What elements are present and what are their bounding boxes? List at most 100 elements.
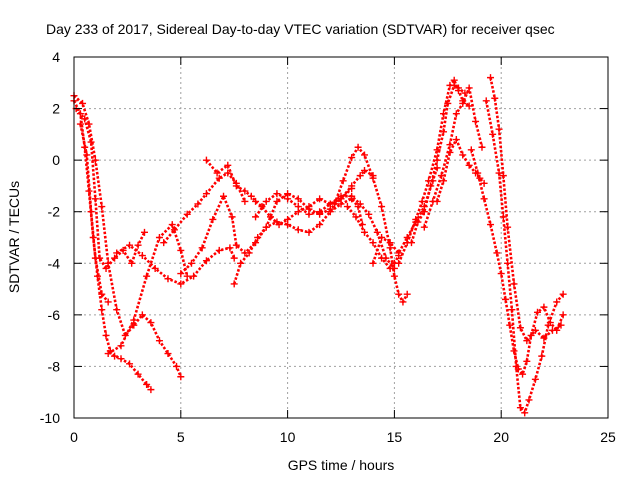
data-point-marker	[209, 215, 217, 223]
data-point-marker	[499, 213, 507, 221]
data-point-marker	[446, 141, 454, 149]
data-point-marker	[294, 195, 302, 203]
x-tick-label: 15	[387, 429, 403, 445]
data-point-marker	[273, 218, 281, 226]
data-point-marker	[237, 259, 245, 267]
data-point-marker	[104, 350, 112, 358]
data-point-marker	[232, 241, 240, 249]
data-point-marker	[202, 257, 210, 265]
x-tick-label: 25	[600, 429, 616, 445]
data-point-marker	[111, 254, 119, 262]
data-point-marker	[531, 375, 539, 383]
data-point-marker	[252, 213, 260, 221]
data-point-marker	[378, 203, 386, 211]
series-arc-6	[113, 241, 238, 288]
data-point-marker	[360, 166, 368, 174]
series-arc-21	[487, 74, 565, 345]
data-point-marker	[305, 203, 313, 211]
data-point-marker	[407, 239, 415, 247]
data-point-marker	[177, 280, 185, 288]
series-trace	[423, 86, 484, 228]
series-trace	[346, 205, 400, 270]
data-point-marker	[491, 94, 499, 102]
data-point-marker	[305, 228, 313, 236]
data-point-marker	[378, 234, 386, 241]
data-point-marker	[440, 177, 448, 185]
data-point-marker	[128, 259, 136, 267]
y-tick-label: -10	[40, 410, 60, 426]
data-point-marker	[102, 264, 110, 272]
data-point-marker	[521, 409, 529, 417]
data-point-marker	[433, 146, 441, 154]
series-trace	[254, 192, 396, 270]
data-point-marker	[87, 208, 95, 216]
data-point-marker	[155, 234, 163, 241]
data-point-marker	[499, 172, 507, 180]
y-tick-label: -4	[48, 255, 61, 271]
data-point-marker	[241, 197, 249, 205]
data-point-marker	[284, 221, 292, 229]
data-point-marker	[326, 208, 334, 216]
data-point-marker	[369, 259, 377, 267]
data-point-marker	[534, 308, 542, 316]
data-point-marker	[143, 380, 151, 388]
data-point-marker	[98, 290, 106, 298]
data-point-marker	[151, 264, 159, 272]
data-point-marker	[540, 334, 548, 342]
data-point-marker	[418, 197, 426, 205]
data-point-marker	[202, 190, 210, 198]
data-point-marker	[183, 210, 191, 218]
data-point-marker	[433, 156, 441, 164]
data-point-marker	[316, 195, 324, 203]
data-point-marker	[140, 228, 148, 236]
series-trace	[205, 159, 374, 226]
data-point-marker	[173, 362, 181, 370]
data-point-marker	[102, 331, 110, 339]
data-point-marker	[356, 200, 364, 208]
data-point-marker	[510, 280, 518, 288]
data-point-marker	[113, 306, 121, 314]
data-point-marker	[348, 154, 356, 162]
data-point-marker	[111, 352, 119, 360]
y-tick-label: 2	[52, 101, 60, 117]
x-tick-label: 0	[70, 429, 78, 445]
series-trace	[73, 94, 182, 378]
data-point-marker	[531, 326, 539, 334]
data-point-marker	[138, 311, 146, 319]
data-point-marker	[504, 223, 512, 231]
data-point-marker	[557, 321, 565, 329]
data-point-marker	[540, 303, 548, 311]
series-arc-2	[70, 92, 185, 381]
data-point-marker	[316, 221, 324, 229]
data-point-marker	[553, 298, 561, 306]
data-point-marker	[386, 264, 394, 272]
data-point-marker	[81, 115, 89, 123]
data-point-marker	[525, 396, 533, 404]
data-point-marker	[414, 218, 422, 226]
series-trace	[470, 149, 565, 376]
data-point-marker	[472, 117, 480, 125]
data-point-marker	[262, 197, 270, 205]
data-point-marker	[117, 355, 125, 363]
x-tick-label: 20	[493, 429, 509, 445]
data-point-marker	[489, 130, 497, 138]
data-point-marker	[480, 179, 488, 187]
data-point-marker	[369, 174, 377, 182]
data-point-marker	[177, 373, 185, 381]
data-point-marker	[138, 252, 146, 260]
data-point-marker	[254, 234, 262, 241]
series-trace	[75, 107, 146, 270]
data-point-marker	[360, 228, 368, 236]
data-point-marker	[294, 203, 302, 211]
data-point-marker	[117, 342, 125, 350]
data-point-marker	[465, 161, 473, 169]
data-point-marker	[331, 200, 339, 208]
data-point-marker	[523, 337, 531, 345]
data-point-marker	[373, 228, 381, 236]
data-point-marker	[147, 386, 155, 394]
data-point-marker	[294, 226, 302, 234]
data-point-marker	[83, 151, 91, 159]
data-point-marker	[395, 249, 403, 257]
data-point-marker	[164, 350, 172, 358]
series-arc-3	[72, 105, 148, 272]
